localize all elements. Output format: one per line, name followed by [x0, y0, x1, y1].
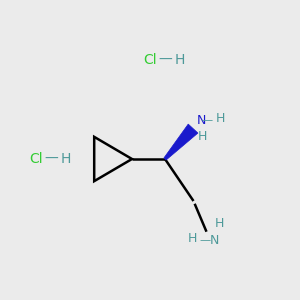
Text: N: N — [196, 113, 206, 127]
Text: Cl: Cl — [29, 152, 43, 166]
Text: H: H — [198, 130, 207, 143]
Text: H: H — [175, 53, 185, 67]
Text: H: H — [214, 217, 224, 230]
Text: N: N — [210, 233, 219, 247]
Text: H: H — [216, 112, 225, 125]
Text: H: H — [61, 152, 71, 166]
Polygon shape — [164, 124, 198, 160]
Text: Cl: Cl — [143, 53, 157, 67]
Text: —: — — [200, 235, 211, 245]
Text: —: — — [158, 53, 172, 67]
Text: —: — — [44, 152, 58, 166]
Text: —: — — [201, 115, 213, 125]
Text: H: H — [187, 232, 197, 245]
